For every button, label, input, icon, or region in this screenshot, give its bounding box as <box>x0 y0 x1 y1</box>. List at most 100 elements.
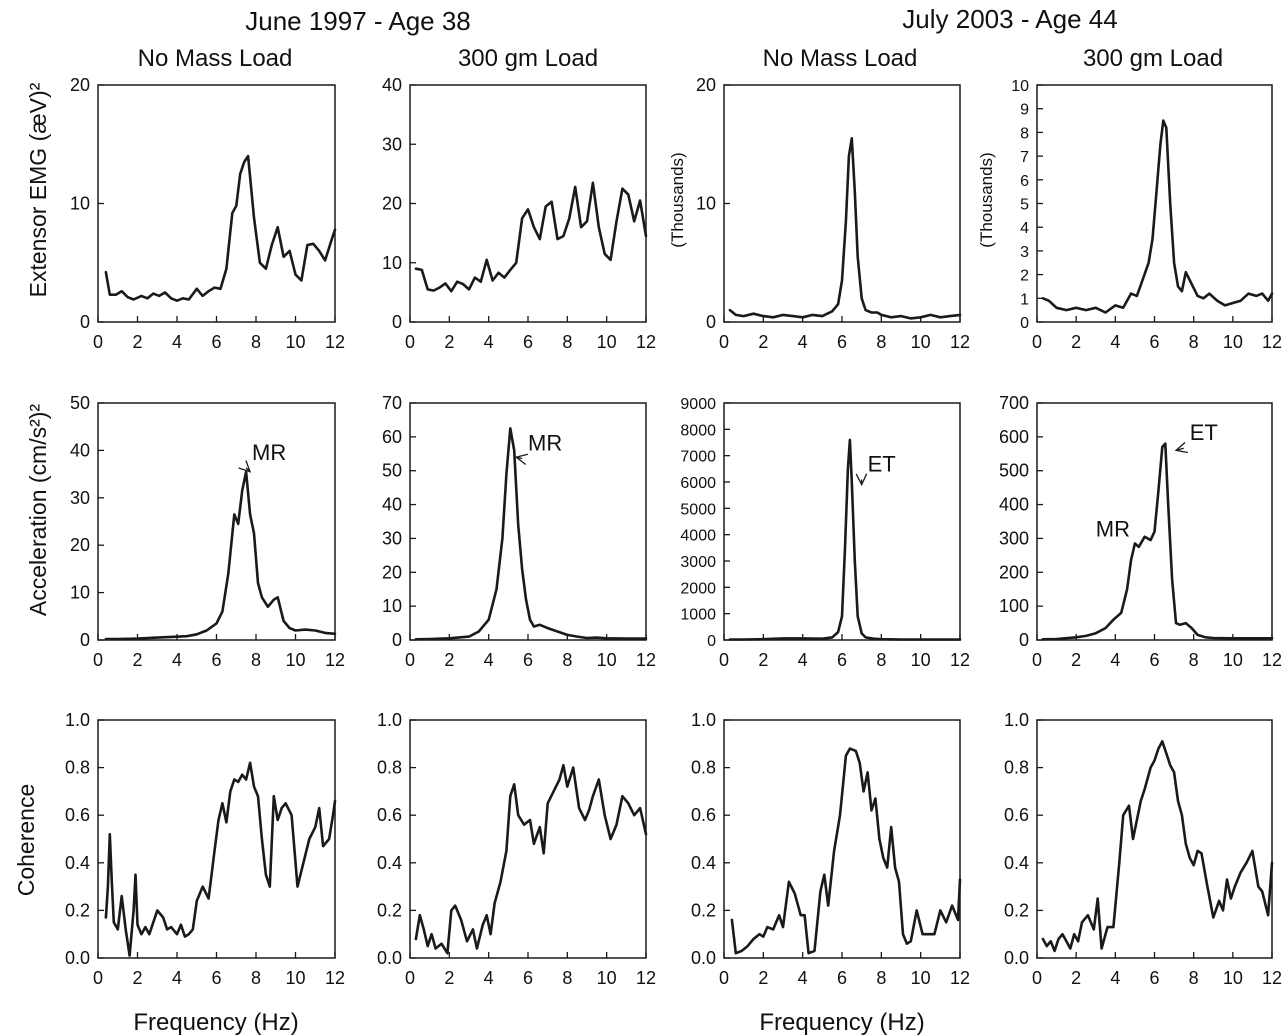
y-tick-label: 20 <box>382 194 402 214</box>
y-tick-label: 30 <box>70 488 90 508</box>
x-tick-label: 2 <box>132 968 142 988</box>
y-tick-label: 2000 <box>680 580 716 597</box>
y-tick-label: 0.8 <box>377 758 402 778</box>
x-tick-label: 6 <box>1149 650 1159 670</box>
x-tick-label: 8 <box>876 332 886 352</box>
y-tick-label: 5000 <box>680 501 716 518</box>
x-tick-label: 2 <box>444 650 454 670</box>
y-tick-label: 3000 <box>680 554 716 571</box>
x-tick-label: 4 <box>484 650 494 670</box>
y-tick-label: 0.6 <box>691 805 716 825</box>
y-tick-label: 0.4 <box>1004 853 1029 873</box>
y-tick-label: 1.0 <box>1004 710 1029 730</box>
y-tick-label: 0.0 <box>377 948 402 968</box>
x-tick-label: 0 <box>405 968 415 988</box>
series-line <box>414 427 648 641</box>
y-tick-label: 6 <box>1020 173 1029 190</box>
x-tick-label: 12 <box>636 650 656 670</box>
y-tick-label: 40 <box>382 495 402 515</box>
y-tick-label: 20 <box>70 535 90 555</box>
x-tick-label: 12 <box>1262 332 1282 352</box>
group-title-1997: June 1997 - Age 38 <box>245 6 471 36</box>
x-tick-label: 0 <box>719 968 729 988</box>
y-tick-label: 10 <box>382 596 402 616</box>
series-line <box>414 763 648 955</box>
x-tick-label: 4 <box>798 650 808 670</box>
y-tick-label: 6000 <box>680 475 716 492</box>
x-tick-label: 10 <box>285 650 305 670</box>
series-line <box>728 438 962 641</box>
y-tick-label: 30 <box>382 134 402 154</box>
x-tick-label: 8 <box>1189 650 1199 670</box>
x-tick-label: 12 <box>636 332 656 352</box>
y-tick-label: 30 <box>382 528 402 548</box>
series-line <box>104 761 337 957</box>
panel-emg-3: 0 2 4 6 8 10 12 0 10 20 <box>696 75 970 352</box>
y-tick-label: 0.2 <box>1004 900 1029 920</box>
x-tick-label: 4 <box>1110 332 1120 352</box>
y-tick-label: 20 <box>70 75 90 95</box>
annotation-arrowhead <box>1174 441 1188 454</box>
y-tick-label: 5 <box>1020 197 1029 214</box>
y-tick-label: 1.0 <box>377 710 402 730</box>
y-tick-label: 10 <box>70 583 90 603</box>
y-tick-label: 400 <box>999 495 1029 515</box>
y-tick-label: 0.6 <box>377 805 402 825</box>
x-tick-label: 8 <box>562 968 572 988</box>
plot-frame <box>723 719 961 959</box>
y-tick-label: 10 <box>1011 78 1029 95</box>
annotation-arrowhead <box>855 473 868 487</box>
x-tick-label: 2 <box>1071 332 1081 352</box>
x-tick-label: 6 <box>523 650 533 670</box>
group-title-2003: July 2003 - Age 44 <box>902 4 1117 34</box>
x-tick-label: 2 <box>132 650 142 670</box>
y-tick-label: 8000 <box>680 422 716 439</box>
x-tick-label: 10 <box>597 968 617 988</box>
y-tick-label: 70 <box>382 393 402 413</box>
x-tick-label: 6 <box>523 968 533 988</box>
series-line <box>1041 442 1274 641</box>
x-tick-label: 12 <box>950 650 970 670</box>
x-tick-label: 12 <box>950 332 970 352</box>
x-tick-label: 4 <box>172 968 182 988</box>
x-tick-label: 10 <box>597 332 617 352</box>
annotation-arrowhead <box>514 453 529 466</box>
series-line <box>104 470 337 641</box>
x-tick-label: 12 <box>636 968 656 988</box>
panel-emg-2: 0 2 4 6 8 10 12 0 10 20 30 40 <box>382 75 656 352</box>
x-tick-label: 2 <box>444 968 454 988</box>
x-tick-label: 6 <box>523 332 533 352</box>
x-tick-label: 8 <box>251 650 261 670</box>
y-tick-label: 0 <box>392 630 402 650</box>
x-tick-label: 0 <box>93 332 103 352</box>
x-tick-label: 10 <box>285 332 305 352</box>
x-tick-label: 12 <box>1262 650 1282 670</box>
x-axis-label-left: Frequency (Hz) <box>133 1009 298 1036</box>
panel-acc-3: 0 2 4 6 8 10 12 0 1000 2000 3000 4000 5000 6000 7000 80… <box>680 396 970 670</box>
x-tick-label: 0 <box>1032 968 1042 988</box>
x-tick-label: 10 <box>911 650 931 670</box>
x-tick-label: 8 <box>562 650 572 670</box>
x-tick-label: 0 <box>405 650 415 670</box>
y-tick-label: 0.4 <box>377 853 402 873</box>
y-tick-label: 0.4 <box>65 853 90 873</box>
y-tick-label: 200 <box>999 562 1029 582</box>
y-tick-label: 20 <box>382 562 402 582</box>
series-line <box>1041 119 1274 314</box>
x-tick-label: 0 <box>93 968 103 988</box>
series-line <box>728 137 962 320</box>
y-tick-label: 100 <box>999 596 1029 616</box>
x-tick-label: 6 <box>211 332 221 352</box>
x-tick-label: 2 <box>1071 968 1081 988</box>
x-tick-label: 2 <box>132 332 142 352</box>
y-tick-label: 7 <box>1020 149 1029 166</box>
y-tick-label: 1000 <box>680 607 716 624</box>
column-title-3: No Mass Load <box>763 45 918 72</box>
y-tick-label: 2 <box>1020 268 1029 285</box>
column-title-4: 300 gm Load <box>1083 45 1223 72</box>
y-tick-label: 20 <box>696 75 716 95</box>
x-tick-label: 4 <box>1110 968 1120 988</box>
